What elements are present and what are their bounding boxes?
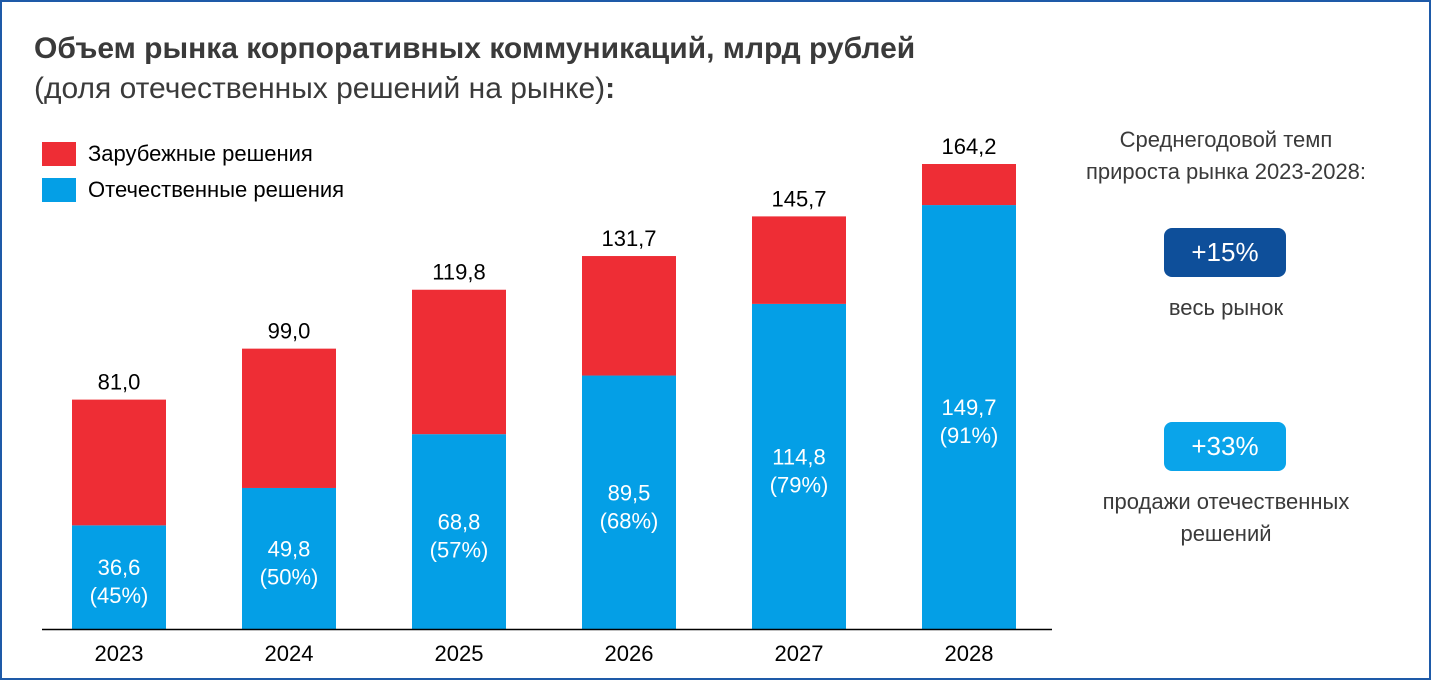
total-label-2023: 81,0: [98, 370, 141, 395]
legend-item-foreign: Зарубежные решения: [42, 136, 344, 172]
x-tick-label-2028: 2028: [945, 641, 994, 666]
legend-label-foreign: Зарубежные решения: [88, 141, 313, 166]
x-tick-label-2024: 2024: [265, 641, 314, 666]
total-label-2027: 145,7: [771, 186, 826, 211]
x-tick-label-2025: 2025: [435, 641, 484, 666]
domestic-share-label-2027: (79%): [770, 472, 829, 497]
badge-total-market-label-line1: весь рынок: [1168, 295, 1284, 320]
bar-foreign-2028: [922, 164, 1016, 206]
growth-rate-title: Среднегодовой темп прироста рынка 2023-2…: [1054, 124, 1398, 188]
x-tick-label-2026: 2026: [605, 641, 654, 666]
domestic-value-label-2024: 49,8: [268, 536, 311, 561]
domestic-share-label-2023: (45%): [90, 583, 149, 608]
bar-domestic-2023: [72, 525, 166, 629]
badge-total-market-label: весь рынок: [1054, 292, 1398, 324]
domestic-share-label-2025: (57%): [430, 538, 489, 563]
badge-domestic-sales: +33%: [1164, 422, 1286, 471]
bar-domestic-2028: [922, 205, 1016, 629]
stacked-bar-chart: 81,0 36,6 (45%) 2023 99,0 49,8 (50%) 2024 119,8 6…: [42, 134, 1052, 666]
bar-domestic-2026: [582, 375, 676, 629]
domestic-value-label-2025: 68,8: [438, 510, 481, 535]
domestic-share-label-2028: (91%): [940, 423, 999, 448]
x-tick-label-2027: 2027: [775, 641, 824, 666]
chart-title: Объем рынка корпоративных коммуникаций, …: [34, 32, 916, 65]
bar-domestic-2024: [242, 487, 336, 629]
legend-swatch-domestic: [42, 178, 76, 202]
domestic-share-label-2026: (68%): [600, 508, 659, 533]
badge-total-market: +15%: [1164, 228, 1286, 277]
bar-foreign-2024: [242, 348, 336, 488]
domestic-value-label-2028: 149,7: [941, 395, 996, 420]
legend-item-domestic: Отечественные решения: [42, 172, 344, 208]
badge-domestic-sales-label: продажи отечественных решений: [1054, 486, 1398, 550]
bar-domestic-2027: [752, 303, 846, 629]
legend-swatch-foreign: [42, 142, 76, 166]
bar-foreign-2027: [752, 216, 846, 304]
total-label-2025: 119,8: [432, 260, 485, 285]
chart-subtitle-text: (доля отечественных решений на рынке): [34, 72, 606, 105]
bar-foreign-2025: [412, 289, 506, 435]
x-tick-label-2023: 2023: [95, 641, 144, 666]
chart-subtitle: (доля отечественных решений на рынке):: [34, 72, 615, 106]
badge-domestic-sales-label-line2: решений: [1180, 521, 1272, 546]
total-label-2028: 164,2: [941, 134, 996, 159]
total-label-2024: 99,0: [268, 319, 311, 344]
chart-subtitle-colon: :: [605, 72, 616, 105]
growth-rate-title-line2: прироста рынка 2023-2028:: [1085, 159, 1367, 184]
domestic-value-label-2023: 36,6: [98, 555, 141, 580]
bar-foreign-2026: [582, 256, 676, 376]
bar-foreign-2023: [72, 399, 166, 526]
badge-domestic-sales-label-line1: продажи отечественных: [1102, 489, 1350, 514]
total-label-2026: 131,7: [601, 226, 656, 251]
domestic-value-label-2027: 114,8: [772, 444, 825, 469]
bar-domestic-2025: [412, 434, 506, 629]
domestic-share-label-2024: (50%): [260, 564, 319, 589]
legend-label-domestic: Отечественные решения: [88, 177, 345, 202]
legend: Зарубежные решения Отечественные решения: [42, 136, 344, 208]
growth-rate-title-line1: Среднегодовой темп: [1119, 127, 1333, 152]
domestic-value-label-2026: 89,5: [608, 480, 651, 505]
